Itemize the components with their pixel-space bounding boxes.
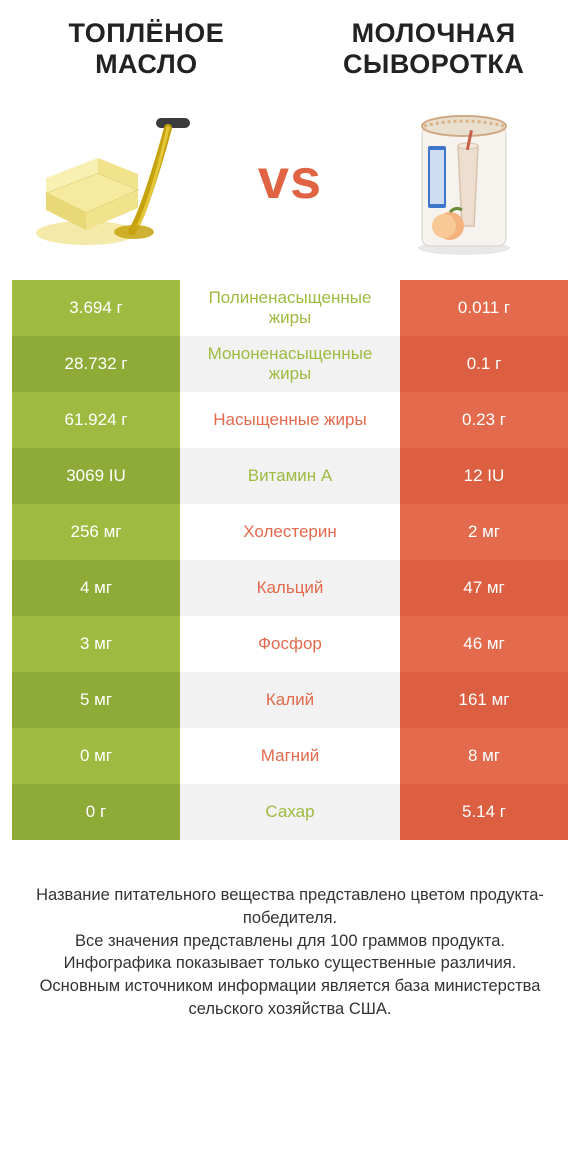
comparison-table: 3.694 гПолиненасыщенные жиры0.011 г28.73… — [12, 280, 568, 840]
value-right: 2 мг — [400, 504, 568, 560]
vs-label: vs — [258, 146, 322, 211]
table-row: 3 мгФосфор46 мг — [12, 616, 568, 672]
table-row: 61.924 гНасыщенные жиры0.23 г — [12, 392, 568, 448]
nutrient-label: Калий — [180, 672, 400, 728]
table-row: 0 гСахар5.14 г — [12, 784, 568, 840]
nutrient-label: Насыщенные жиры — [180, 392, 400, 448]
title-right: МОЛОЧНАЯ СЫВОРОТКА — [311, 18, 556, 80]
value-left: 28.732 г — [12, 336, 180, 392]
footer-notes: Название питательного вещества представл… — [0, 840, 580, 1021]
table-row: 5 мгКалий161 мг — [12, 672, 568, 728]
images-row: vs — [0, 90, 580, 280]
value-left: 0 г — [12, 784, 180, 840]
table-row: 0 мгМагний8 мг — [12, 728, 568, 784]
value-right: 8 мг — [400, 728, 568, 784]
table-row: 256 мгХолестерин2 мг — [12, 504, 568, 560]
title-left: ТОПЛЁНОЕ МАСЛО — [24, 18, 269, 80]
value-right: 161 мг — [400, 672, 568, 728]
value-right: 0.011 г — [400, 280, 568, 336]
table-row: 3069 IUВитамин A12 IU — [12, 448, 568, 504]
whey-protein-jar-icon — [372, 98, 552, 258]
value-right: 5.14 г — [400, 784, 568, 840]
value-left: 256 мг — [12, 504, 180, 560]
table-row: 28.732 гМононенасыщенные жиры0.1 г — [12, 336, 568, 392]
table-row: 4 мгКальций47 мг — [12, 560, 568, 616]
footer-line: Основным источником информации является … — [22, 975, 558, 1021]
nutrient-label: Фосфор — [180, 616, 400, 672]
footer-line: Инфографика показывает только существенн… — [22, 952, 558, 975]
value-left: 5 мг — [12, 672, 180, 728]
nutrient-label: Магний — [180, 728, 400, 784]
value-left: 0 мг — [12, 728, 180, 784]
nutrient-label: Мононенасыщенные жиры — [180, 336, 400, 392]
nutrient-label: Витамин A — [180, 448, 400, 504]
value-right: 0.1 г — [400, 336, 568, 392]
value-left: 3.694 г — [12, 280, 180, 336]
header: ТОПЛЁНОЕ МАСЛО МОЛОЧНАЯ СЫВОРОТКА — [0, 0, 580, 90]
ghee-butter-oil-icon — [28, 98, 208, 258]
product-image-right — [372, 98, 552, 258]
footer-line: Все значения представлены для 100 граммо… — [22, 930, 558, 953]
table-row: 3.694 гПолиненасыщенные жиры0.011 г — [12, 280, 568, 336]
value-left: 61.924 г — [12, 392, 180, 448]
value-right: 46 мг — [400, 616, 568, 672]
value-left: 3 мг — [12, 616, 180, 672]
product-image-left — [28, 98, 208, 258]
value-right: 12 IU — [400, 448, 568, 504]
nutrient-label: Холестерин — [180, 504, 400, 560]
nutrient-label: Сахар — [180, 784, 400, 840]
value-left: 3069 IU — [12, 448, 180, 504]
footer-line: Название питательного вещества представл… — [22, 884, 558, 930]
nutrient-label: Кальций — [180, 560, 400, 616]
value-right: 47 мг — [400, 560, 568, 616]
value-right: 0.23 г — [400, 392, 568, 448]
nutrient-label: Полиненасыщенные жиры — [180, 280, 400, 336]
value-left: 4 мг — [12, 560, 180, 616]
